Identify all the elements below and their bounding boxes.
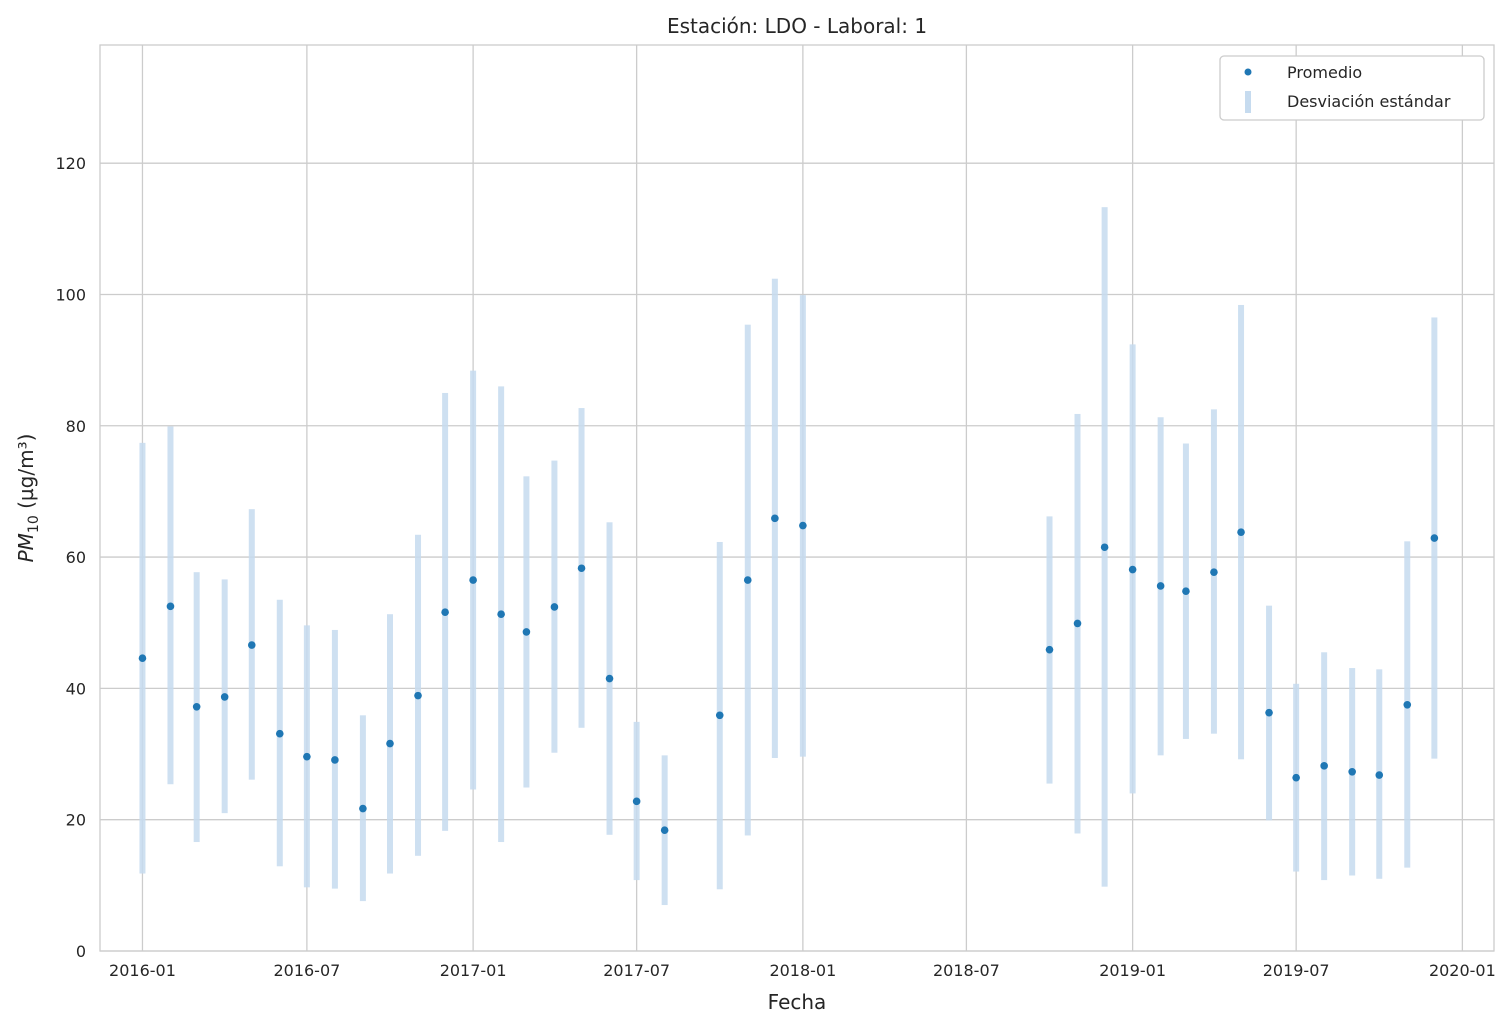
mean-point — [220, 693, 229, 701]
mean-point — [605, 674, 614, 683]
mean-points — [138, 514, 1439, 834]
mean-point — [522, 628, 531, 636]
mean-point — [743, 576, 752, 584]
mean-point — [441, 608, 449, 617]
mean-point — [1210, 568, 1218, 576]
chart-title: Estación: LDO - Laboral: 1 — [667, 14, 927, 38]
mean-point — [1237, 528, 1245, 536]
mean-point — [414, 691, 422, 700]
y-tick-label: 60 — [66, 548, 86, 567]
mean-point — [1430, 534, 1439, 542]
mean-point — [1100, 543, 1109, 552]
x-tick-label: 2019-07 — [1263, 961, 1330, 980]
mean-point — [1375, 771, 1384, 779]
y-label-unit: (µg/m³) — [14, 434, 38, 516]
x-tick-label: 2020-01 — [1429, 961, 1496, 980]
y-tick-labels: 0 20 40 60 80 100 120 — [55, 154, 86, 961]
mean-point — [1156, 582, 1165, 590]
mean-point — [497, 610, 505, 619]
legend-marker-std — [1245, 91, 1251, 113]
x-tick-label: 2016-07 — [273, 961, 340, 980]
mean-point — [799, 521, 807, 530]
mean-point — [771, 514, 779, 523]
mean-point — [303, 752, 311, 761]
mean-point — [1128, 565, 1137, 574]
y-axis-label: PM10 (µg/m³) — [14, 434, 42, 563]
y-tick-label: 40 — [66, 679, 86, 698]
y-tick-label: 120 — [55, 154, 86, 173]
x-tick-label: 2017-01 — [440, 961, 507, 980]
mean-point — [1182, 587, 1190, 596]
mean-point — [247, 641, 256, 649]
y-tick-label: 0 — [76, 942, 86, 961]
x-tick-label: 2019-01 — [1099, 961, 1166, 980]
y-label-subscript: 10 — [26, 515, 42, 533]
legend-marker-mean — [1244, 68, 1252, 76]
y-label-base: PM — [14, 533, 38, 562]
x-tick-label: 2018-07 — [933, 961, 1000, 980]
x-axis-label: Fecha — [768, 990, 827, 1014]
mean-point — [192, 702, 201, 711]
legend: Promedio Desviación estándar — [1219, 55, 1485, 121]
y-tick-label: 20 — [66, 811, 86, 830]
legend-label-mean: Promedio — [1287, 63, 1362, 82]
mean-point — [632, 797, 641, 806]
plot-frame — [99, 44, 1495, 952]
legend-box — [1219, 55, 1485, 121]
y-tick-label: 80 — [66, 417, 86, 436]
mean-point — [550, 603, 559, 611]
mean-point — [1348, 767, 1356, 776]
x-tick-labels: 2016-01 2016-07 2017-01 2017-07 2018-01 2018-… — [109, 961, 1496, 980]
mean-point — [331, 756, 339, 764]
mean-point — [166, 602, 175, 611]
x-tick-label: 2017-07 — [603, 961, 670, 980]
x-tick-label: 2018-01 — [769, 961, 836, 980]
mean-point — [660, 826, 669, 834]
mean-point — [1265, 708, 1273, 717]
mean-point — [577, 564, 586, 573]
mean-point — [359, 804, 367, 813]
y-tick-label: 100 — [55, 285, 86, 304]
mean-point — [386, 739, 394, 748]
legend-label-std: Desviación estándar — [1287, 92, 1451, 111]
mean-point — [715, 711, 724, 720]
mean-point — [1292, 773, 1300, 782]
mean-point — [1073, 619, 1082, 628]
x-tick-label: 2016-01 — [109, 961, 176, 980]
mean-point — [469, 576, 477, 584]
mean-point — [275, 729, 284, 738]
mean-point — [1045, 645, 1054, 654]
mean-point — [1403, 701, 1412, 709]
mean-point — [1320, 762, 1328, 770]
mean-point — [138, 654, 147, 662]
